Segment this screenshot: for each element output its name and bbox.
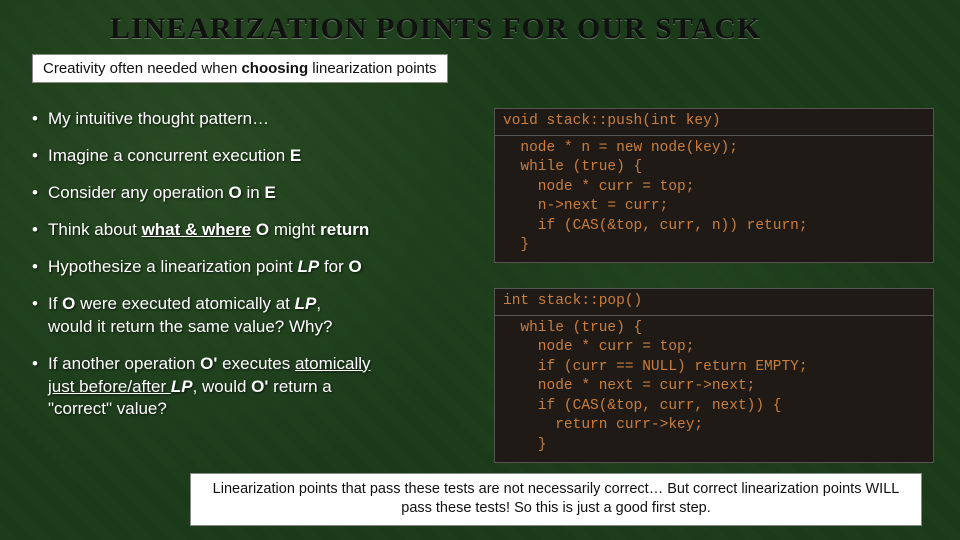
bullet-list: My intuitive thought pattern… Imagine a … [32, 108, 482, 435]
code-pop: int stack::pop() while (true) { node * c… [494, 288, 934, 463]
t: return [320, 220, 369, 239]
t: If [48, 294, 62, 313]
bullet-6: If O were executed atomically at LP, wou… [32, 293, 482, 339]
t: Hypothesize a linearization point [48, 257, 297, 276]
bullet-3: Consider any operation O in E [32, 182, 482, 205]
t: Consider any operation [48, 183, 229, 202]
push-body: node * n = new node(key); while (true) {… [495, 136, 933, 262]
t: executes [217, 354, 295, 373]
t: O [251, 220, 269, 239]
push-signature: void stack::push(int key) [495, 109, 933, 136]
bullet-7: If another operation O' executes atomica… [32, 353, 482, 422]
top-banner: Creativity often needed when choosing li… [32, 54, 448, 83]
t: in [242, 183, 265, 202]
pop-signature: int stack::pop() [495, 289, 933, 316]
t: Imagine a concurrent execution [48, 146, 290, 165]
t: E [264, 183, 275, 202]
t: might [269, 220, 320, 239]
t: what & where [142, 220, 252, 239]
banner-post: linearization points [308, 60, 436, 77]
t: Think about [48, 220, 142, 239]
banner-pre: Creativity often needed when [43, 60, 241, 77]
footer-banner: Linearization points that pass these tes… [190, 473, 922, 526]
t: E [290, 146, 301, 165]
bullet-5: Hypothesize a linearization point LP for… [32, 256, 482, 279]
slide-title: LINEARIZATION POINTS FOR OUR STACK [0, 0, 960, 52]
pop-body: while (true) { node * curr = top; if (cu… [495, 316, 933, 462]
bullet-2: Imagine a concurrent execution E [32, 145, 482, 168]
t: If another operation [48, 354, 200, 373]
t: O' [251, 377, 268, 396]
bullet-4: Think about what & where O might return [32, 219, 482, 242]
banner-bold: choosing [241, 60, 308, 77]
t: O [62, 294, 75, 313]
t: for [319, 257, 348, 276]
t: , would [193, 377, 252, 396]
t: LP [295, 294, 317, 313]
t: LP [297, 257, 319, 276]
bullet-1: My intuitive thought pattern… [32, 108, 482, 131]
t: O [229, 183, 242, 202]
t: O [349, 257, 362, 276]
t: O' [200, 354, 217, 373]
code-push: void stack::push(int key) node * n = new… [494, 108, 934, 263]
t: were executed atomically at [75, 294, 294, 313]
t: LP [171, 377, 193, 396]
